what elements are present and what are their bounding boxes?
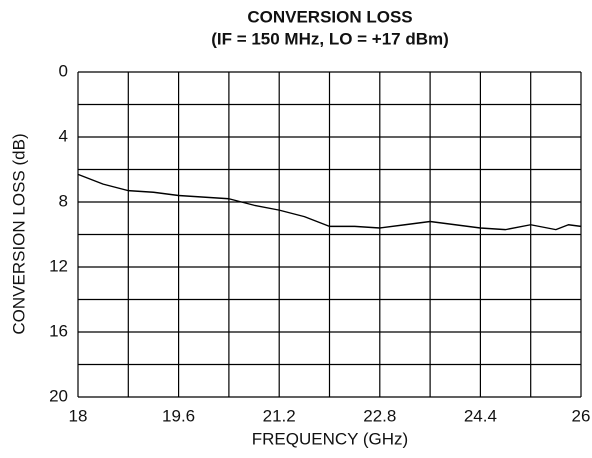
x-axis-label: FREQUENCY (GHz) [252, 429, 408, 448]
y-tick-label: 4 [59, 126, 68, 145]
y-tick-label: 16 [49, 321, 68, 340]
chart-title: CONVERSION LOSS [247, 7, 412, 26]
chart-subtitle: (IF = 150 MHz, LO = +17 dBm) [211, 29, 449, 48]
x-tick-label: 19.6 [162, 406, 195, 425]
line-series [77, 173, 582, 231]
y-tick-label: 0 [59, 61, 68, 80]
x-tick-label: 26 [572, 406, 591, 425]
y-axis-label: CONVERSION LOSS (dB) [9, 133, 28, 334]
x-tick-label: 18 [69, 406, 88, 425]
x-tick-label: 21.2 [263, 406, 296, 425]
y-tick-label: 20 [49, 386, 68, 405]
x-tick-label: 22.8 [363, 406, 396, 425]
x-tick-label: 24.4 [464, 406, 497, 425]
y-tick-label: 12 [49, 256, 68, 275]
y-tick-label: 8 [59, 191, 68, 210]
